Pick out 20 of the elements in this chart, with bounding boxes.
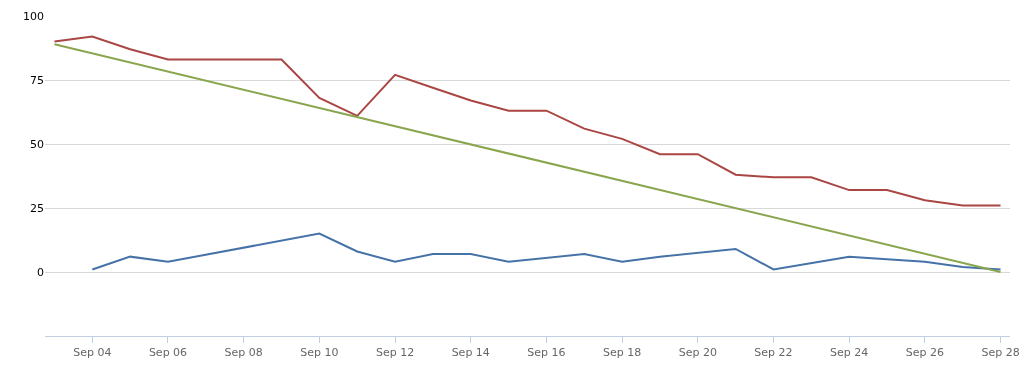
line-series xyxy=(91,232,1002,271)
x-tick-label: Sep 08 xyxy=(224,346,263,360)
x-tick-label: Sep 26 xyxy=(905,346,944,360)
y-tick-label: 100 xyxy=(23,9,44,23)
line-series xyxy=(53,35,1002,207)
x-tick-label: Sep 16 xyxy=(527,346,566,360)
x-tick-label: Sep 14 xyxy=(451,346,490,360)
y-tick-label: 25 xyxy=(30,201,44,215)
x-tick-label: Sep 10 xyxy=(300,346,339,360)
x-tick-label: Sep 06 xyxy=(148,346,188,360)
x-tick-label: Sep 20 xyxy=(678,346,717,360)
x-tick-label: Sep 28 xyxy=(981,346,1020,360)
y-tick-label: 50 xyxy=(30,137,44,151)
x-tick-label: Sep 18 xyxy=(602,346,642,360)
y-tick-label: 0 xyxy=(37,265,44,279)
x-tick-label: Sep 24 xyxy=(830,346,869,360)
x-tick-label: Sep 12 xyxy=(375,346,415,360)
y-tick-label: 75 xyxy=(30,73,44,87)
x-tick-label: Sep 22 xyxy=(754,346,793,360)
x-tick-label: Sep 04 xyxy=(73,346,112,360)
